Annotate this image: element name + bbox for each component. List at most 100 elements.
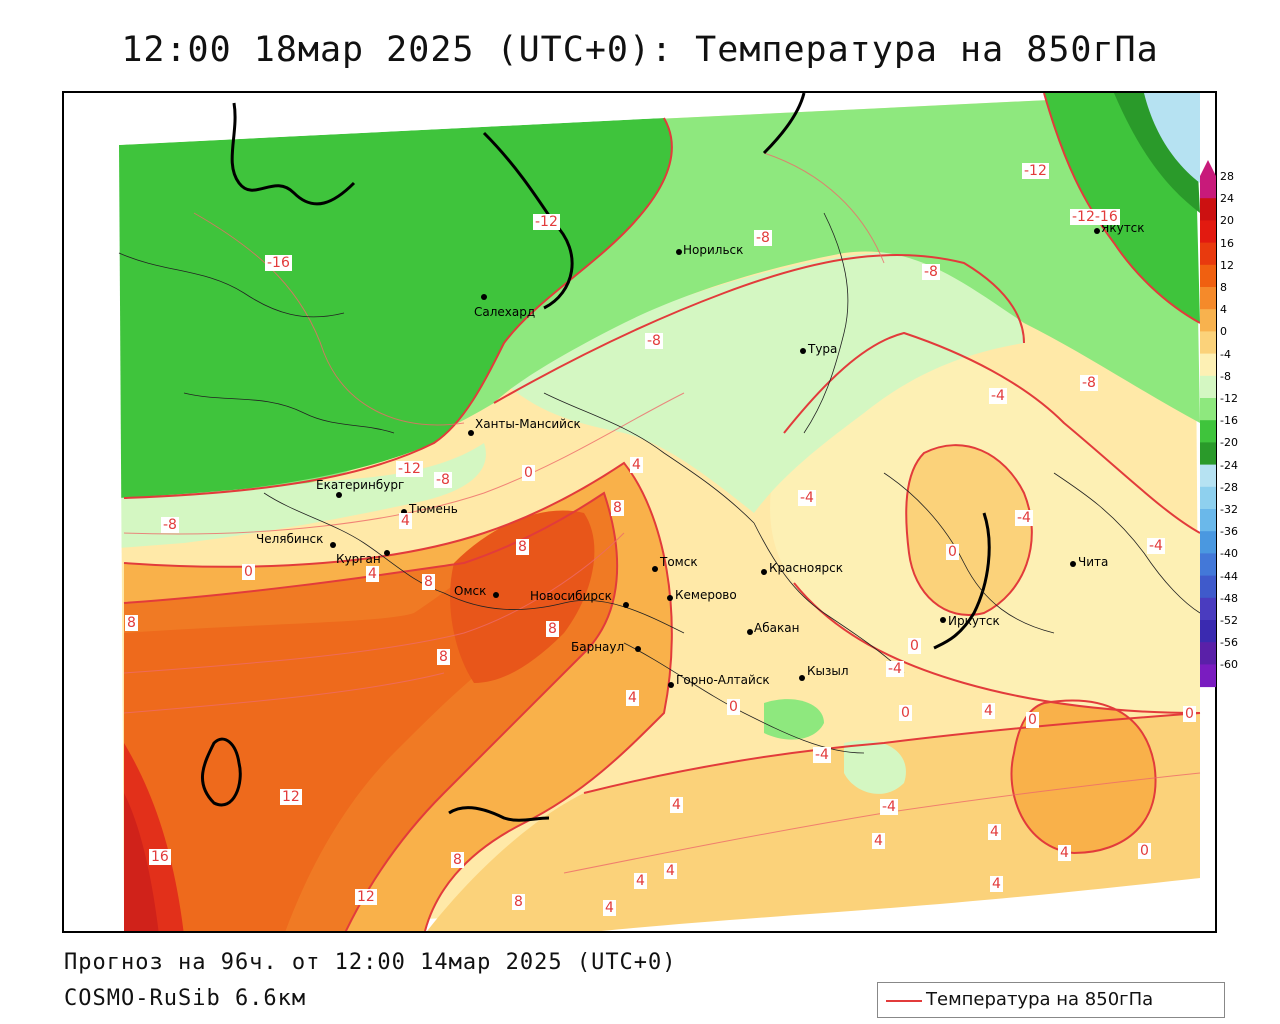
legend: Температура на 850гПа xyxy=(877,982,1225,1018)
contour-label: 4 xyxy=(670,797,683,813)
contour-label: -4 xyxy=(1015,510,1033,526)
contour-label: -12 xyxy=(533,214,560,230)
scale-swatch xyxy=(1200,287,1216,310)
scale-tick-label: -52 xyxy=(1220,614,1238,627)
contour-label: 4 xyxy=(982,703,995,719)
scale-tick-label: -36 xyxy=(1220,525,1238,539)
contour-label: 8 xyxy=(516,539,529,555)
contour-label: 0 xyxy=(1138,843,1151,859)
scale-swatch xyxy=(1200,553,1216,577)
city-chelyabinsk: Челябинск xyxy=(256,532,324,546)
city-gorno-altaysk: Горно-Алтайск xyxy=(676,673,770,687)
city-chita: Чита xyxy=(1078,555,1109,569)
map-panel[interactable]: Норильск Якутск Салехард Тура Ханты-Манс… xyxy=(62,91,1217,933)
city-dot-krasnoyarsk xyxy=(761,569,767,575)
scale-tick-label: -56 xyxy=(1220,636,1238,650)
contour-label: -8 xyxy=(922,264,940,280)
contour-label: -12 xyxy=(1022,163,1049,179)
contour-label: 4 xyxy=(988,824,1001,840)
scale-swatch xyxy=(1200,220,1216,244)
city-dot-irkutsk xyxy=(940,617,946,623)
city-kyzyl: Кызыл xyxy=(807,664,849,678)
legend-label: Температура на 850гПа xyxy=(926,989,1154,1010)
forecast-caption: Прогноз на 96ч. от 12:00 14мар 2025 (UTC… xyxy=(64,950,677,975)
contour-label: -4 xyxy=(798,490,816,506)
scale-tick-label: 16 xyxy=(1220,236,1234,250)
scale-swatch xyxy=(1200,531,1216,554)
scale-tick-label: -40 xyxy=(1220,547,1238,561)
contour-label: 12 xyxy=(355,889,377,905)
scale-swatch xyxy=(1200,331,1216,355)
contour-label: 0 xyxy=(727,699,740,715)
contour-label: 4 xyxy=(603,900,616,916)
scale-tick-label: 24 xyxy=(1220,192,1234,206)
scale-swatch xyxy=(1200,442,1216,466)
city-dot-kurgan xyxy=(384,550,390,556)
scale-swatch xyxy=(1200,176,1216,199)
scale-swatch xyxy=(1200,375,1216,399)
scale-tick-label: 4 xyxy=(1220,303,1227,317)
contour-label: 4 xyxy=(366,566,379,582)
city-yekaterinburg: Екатеринбург xyxy=(316,478,405,492)
scale-swatch xyxy=(1200,198,1216,221)
city-khanty-mansiysk: Ханты-Мансийск xyxy=(475,417,581,431)
color-scale-bar xyxy=(1200,160,1216,688)
city-dot-chelyabinsk xyxy=(330,542,336,548)
scale-tick-label: -44 xyxy=(1220,569,1238,583)
city-dot-salekhard xyxy=(481,294,487,300)
page-title: 12:00 18мар 2025 (UTC+0): Температура на… xyxy=(121,30,1159,70)
contour-label: 16 xyxy=(149,849,171,865)
scale-tick-label: 28 xyxy=(1220,170,1234,183)
contour-label: 0 xyxy=(242,564,255,580)
city-dot-chita xyxy=(1070,561,1076,567)
scale-swatch xyxy=(1200,620,1216,643)
city-novosibirsk: Новосибирск xyxy=(530,589,612,603)
city-dot-tomsk xyxy=(652,566,658,572)
contour-label: -4 xyxy=(989,388,1007,404)
contour-label: 8 xyxy=(451,852,464,868)
contour-label: -4 xyxy=(886,661,904,677)
contour-label: 0 xyxy=(899,705,912,721)
contour-label: -12-16 xyxy=(1070,209,1120,225)
contour-label: 4 xyxy=(626,690,639,706)
contour-label: 4 xyxy=(634,873,647,889)
contour-label: -8 xyxy=(754,230,772,246)
city-kurgan: Курган xyxy=(336,552,381,566)
scale-tick-label: -12 xyxy=(1220,392,1238,405)
contour-label: 0 xyxy=(946,544,959,560)
scale-tick-label: -20 xyxy=(1220,436,1238,450)
contour-label: 4 xyxy=(1058,845,1071,861)
scale-tick-label: 8 xyxy=(1220,281,1227,294)
temperature-map xyxy=(64,93,1201,931)
contour-label: -4 xyxy=(880,799,898,815)
city-irkutsk: Иркутск xyxy=(948,614,1000,628)
scale-tick-label: -8 xyxy=(1220,369,1231,383)
scale-swatch xyxy=(1200,398,1216,421)
city-krasnoyarsk: Красноярск xyxy=(769,561,843,575)
contour-label: 8 xyxy=(611,500,624,516)
city-salekhard: Салехард xyxy=(474,305,536,319)
city-tomsk: Томск xyxy=(660,555,698,569)
scale-tick-label: -4 xyxy=(1220,347,1231,361)
city-dot-tura xyxy=(800,348,806,354)
city-norilsk: Норильск xyxy=(683,243,744,257)
contour-label: 8 xyxy=(437,649,450,665)
scale-swatch xyxy=(1200,309,1216,332)
scale-swatch xyxy=(1200,486,1216,510)
city-dot-barnaul xyxy=(635,646,641,652)
scale-swatch xyxy=(1200,642,1216,665)
scale-swatch xyxy=(1200,597,1216,621)
contour-label: -8 xyxy=(1080,375,1098,391)
legend-line xyxy=(886,1000,922,1002)
contour-label: 4 xyxy=(990,876,1003,892)
scale-tick-label: -28 xyxy=(1220,480,1238,494)
city-tyumen: Тюмень xyxy=(409,502,458,516)
city-dot-khanty-mansiysk xyxy=(468,430,474,436)
contour-label: 8 xyxy=(512,894,525,910)
scale-arrow-bottom xyxy=(1200,668,1216,686)
scale-tick-label: -60 xyxy=(1220,658,1238,672)
scale-swatch xyxy=(1200,353,1216,377)
scale-swatch xyxy=(1200,420,1216,443)
contour-label: -4 xyxy=(1147,538,1165,554)
city-dot-abakan xyxy=(747,629,753,635)
